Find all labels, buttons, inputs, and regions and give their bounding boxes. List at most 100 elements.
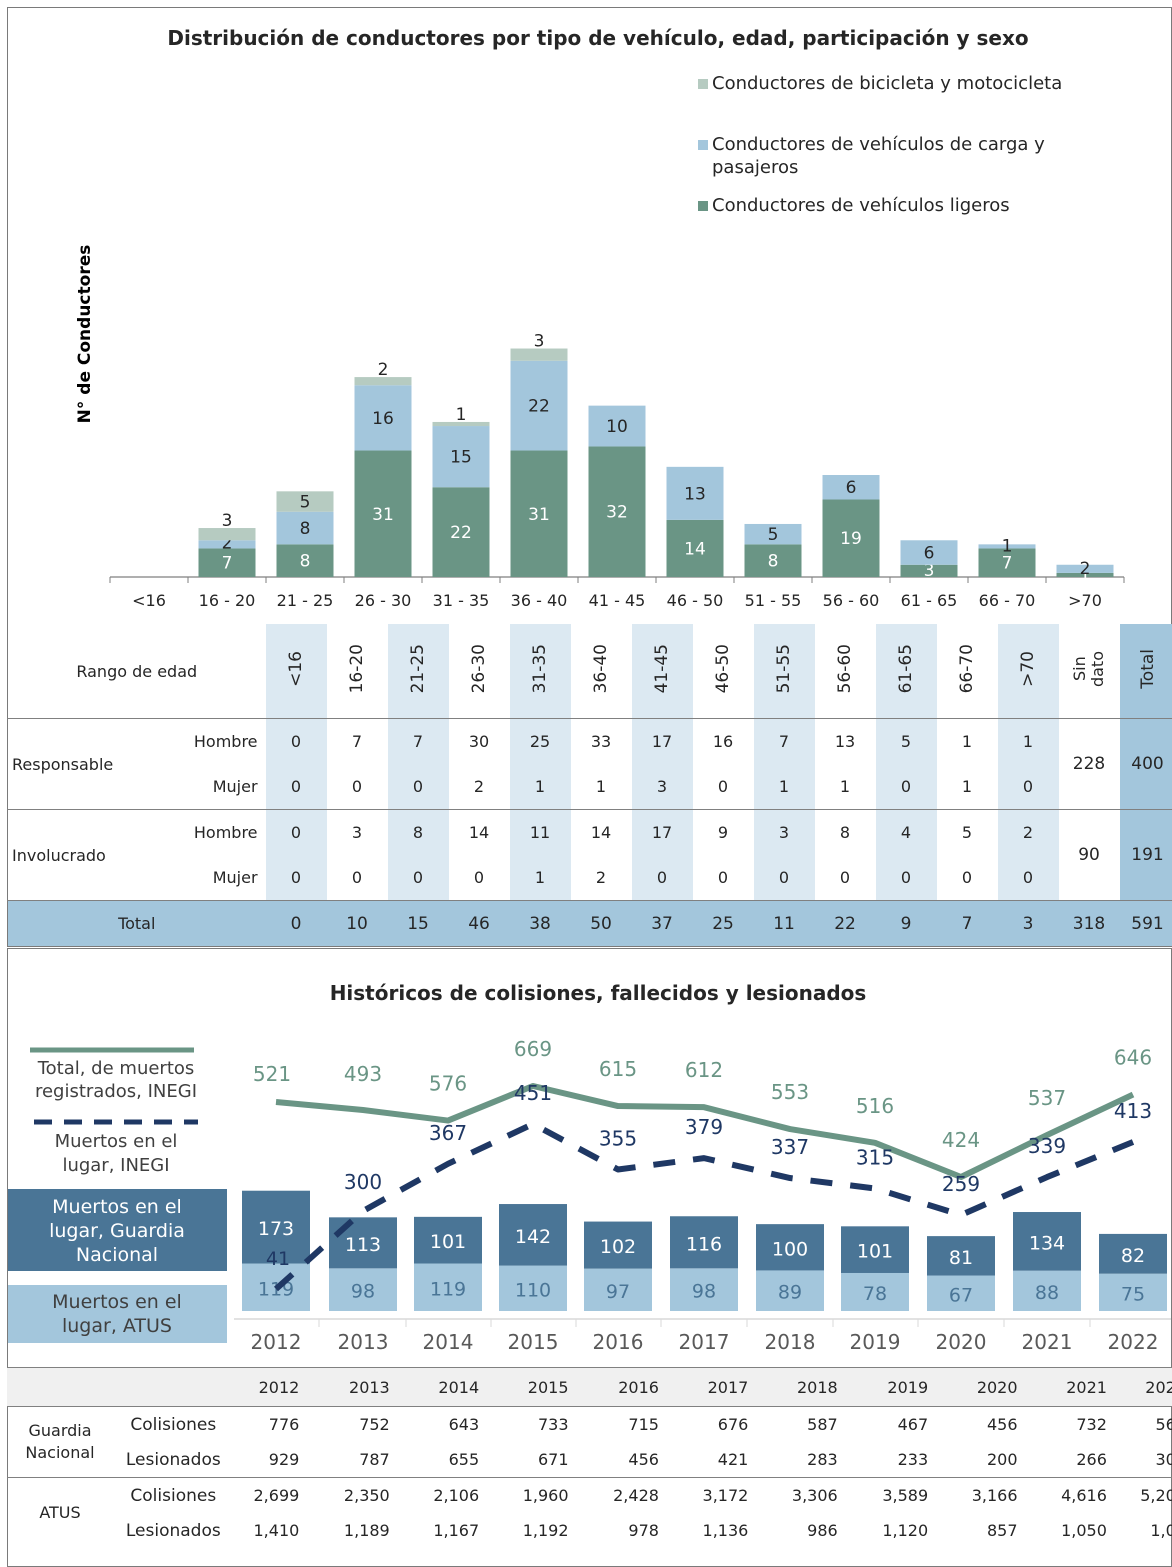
x-tick-label: 21 - 25 [277, 591, 334, 610]
bar-guardia [499, 1204, 567, 1266]
cell: 0 [387, 764, 449, 810]
data-label-total: 615 [599, 1057, 637, 1081]
table-row: Involucrado Hombre 0 3 8 14 11 14 17 9 3 8 4 5 2 90 191 [7, 809, 1172, 901]
group-label: Involucrado [7, 809, 160, 901]
bar-segment [276, 491, 334, 512]
row-label: Lesionados [125, 1449, 221, 1470]
data-label-atus: 119 [430, 1278, 466, 1300]
bar-guardia [242, 1190, 310, 1264]
bar-segment [588, 405, 646, 447]
cell: 857 [986, 1521, 1018, 1540]
bar-atus [756, 1270, 824, 1311]
cell: 2,428 [574, 1477, 665, 1513]
total-row: Total 0 10 15 46 38 50 37 25 11 22 9 7 3 318 591 [7, 900, 1172, 947]
cell: 671 [537, 1450, 569, 1469]
data-label-muertos: 379 [685, 1115, 723, 1139]
data-label-muertos: 355 [599, 1127, 637, 1151]
bar-segment [432, 487, 490, 577]
x-tick-label: 2020 [936, 1330, 987, 1354]
drivers-chart: Distribución de conductores por tipo de … [75, 26, 1125, 610]
data-label: 8 [300, 552, 311, 572]
sex-label: Hombre [159, 809, 266, 855]
cell: 456 [628, 1450, 659, 1469]
bar-segment [822, 475, 880, 500]
year-header: 2013 [305, 1367, 396, 1407]
cell: 0 [875, 855, 937, 901]
drivers-chart-panel: Distribución de conductores por tipo de … [7, 7, 1172, 624]
cell: 17 [631, 809, 693, 855]
chart-title: Distribución de conductores por tipo de … [167, 26, 1028, 50]
cell: 0 [875, 764, 937, 810]
x-tick-label: 2013 [338, 1330, 389, 1354]
row-label: Lesionados [125, 1520, 221, 1541]
bar-atus [414, 1263, 482, 1311]
bar-segment [276, 511, 334, 545]
group-label: ATUS [7, 1477, 114, 1548]
x-tick-label: 31 - 35 [433, 591, 490, 610]
data-label-total: 424 [942, 1128, 980, 1152]
bar-atus [1099, 1273, 1167, 1311]
bar-segment [900, 564, 958, 577]
cell: 0 [265, 809, 327, 855]
bar-atus [670, 1268, 738, 1311]
data-label: 8 [768, 552, 779, 572]
sin-dato-cell: 228 [1058, 718, 1120, 810]
cell: 1 [961, 777, 973, 796]
total-value: 46 [448, 900, 510, 947]
total-cell: 191 [1119, 809, 1172, 901]
bar-segment [510, 450, 568, 577]
cell: 16 [692, 718, 754, 764]
data-label-guardia: 81 [949, 1247, 973, 1269]
total-value: 11 [753, 900, 815, 947]
column-header: 51-55 [753, 624, 815, 719]
column-header: 36-40 [591, 644, 612, 694]
bar-segment [432, 426, 490, 488]
table-row: Guardia Nacional Colisiones 776 752 643 733 715… [7, 1406, 1172, 1478]
bar-segment [744, 544, 802, 577]
bar-segment [744, 523, 802, 545]
x-tick-label: 2015 [508, 1330, 559, 1354]
y-axis-label: N° de Conductores [75, 245, 95, 424]
data-label-guardia: 134 [1029, 1232, 1065, 1254]
legend-label: lugar, INEGI [62, 1155, 169, 1176]
data-label-guardia: 100 [772, 1238, 808, 1260]
bar-guardia [584, 1221, 652, 1269]
cell: 0 [265, 855, 327, 901]
cell: 0 [839, 868, 851, 887]
drivers-table: Rango de edad <16 16-20 21-25 26-30 31-35 36-4… [7, 624, 1172, 947]
cell: 2 [595, 868, 607, 887]
data-label-atus: 110 [515, 1279, 551, 1301]
cell: 30 [448, 718, 510, 764]
cell: 787 [359, 1450, 390, 1469]
cell: 0 [961, 868, 973, 887]
cell: 5 [875, 718, 937, 764]
cell: 564 [1112, 1406, 1172, 1442]
data-label-muertos: 259 [942, 1172, 980, 1196]
data-label: 22 [528, 397, 550, 417]
data-label: 19 [840, 529, 862, 549]
year-header: 2016 [574, 1367, 665, 1407]
bar-segment [900, 540, 958, 565]
history-table: 2012 2013 2014 2015 2016 2017 2018 2019 2020 2021… [7, 1367, 1172, 1548]
cell: 14 [448, 809, 510, 855]
year-header: 2014 [395, 1367, 486, 1407]
column-header: Total [1119, 624, 1172, 719]
cell: 1,167 [433, 1521, 480, 1540]
table-row: Lesionados 1,410 1,189 1,167 1,192 978 1,136 98… [7, 1513, 1172, 1548]
cell: 7 [326, 718, 388, 764]
cell: 1 [753, 764, 815, 810]
chart-title: Históricos de colisiones, fallecidos y l… [330, 981, 867, 1005]
x-tick-label: 2018 [765, 1330, 816, 1354]
cell: 33 [570, 718, 632, 764]
column-header: 66-70 [957, 644, 978, 694]
cell: 776 [233, 1406, 306, 1442]
bar-atus [329, 1268, 397, 1311]
column-header: 41-45 [631, 624, 693, 719]
data-label-atus: 88 [1035, 1282, 1059, 1304]
x-tick-label: 2012 [251, 1330, 302, 1354]
legend-label: Muertos en el [55, 1131, 178, 1152]
cell: 306 [1155, 1450, 1172, 1469]
bar-segment [978, 544, 1036, 549]
total-cell: 400 [1119, 718, 1172, 810]
data-label-guardia: 173 [258, 1218, 294, 1240]
